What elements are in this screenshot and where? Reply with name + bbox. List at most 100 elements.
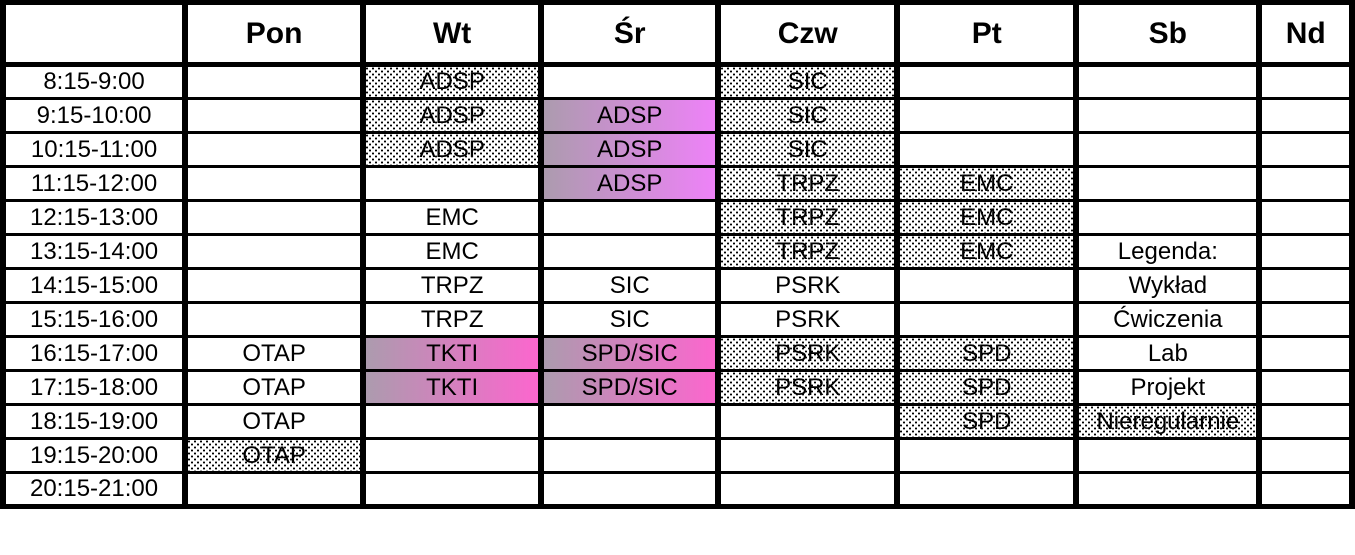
cell-nd-0 <box>1256 63 1355 100</box>
cell-nd-5 <box>1256 233 1355 270</box>
cell-pon-9: OTAP <box>182 369 367 406</box>
cell-pon-8: OTAP <box>182 335 367 372</box>
schedule-row: 18:15-19:00 OTAP SPD Nieregularnie <box>0 403 1355 440</box>
schedule-row: 10:15-11:00 ADSP ADSP SIC <box>0 131 1355 168</box>
day-header-sb: Sb <box>1073 1 1263 67</box>
cell-pt-0 <box>894 63 1080 100</box>
day-header-czw: Czw <box>715 1 901 67</box>
cell-czw-10 <box>715 403 901 440</box>
cell-czw-7: PSRK <box>715 301 901 338</box>
day-header-wt: Wt <box>360 1 545 67</box>
schedule-row: 11:15-12:00 ADSP TRPZ EMC <box>0 165 1355 202</box>
cell-czw-9: PSRK <box>715 369 901 406</box>
cell-pon-6 <box>182 267 367 304</box>
cell-sb-11 <box>1073 437 1263 474</box>
day-header-pon: Pon <box>182 1 367 67</box>
cell-wt-0: ADSP <box>360 63 545 100</box>
cell-nd-6 <box>1256 267 1355 304</box>
legend-lab: Lab <box>1073 335 1263 372</box>
cell-pt-12 <box>894 471 1080 508</box>
time-label: 19:15-20:00 <box>0 437 189 474</box>
cell-pt-6 <box>894 267 1080 304</box>
cell-wt-10 <box>360 403 545 440</box>
cell-pt-9: SPD <box>894 369 1080 406</box>
cell-pt-4: EMC <box>894 199 1080 236</box>
legend-title: Legenda: <box>1073 233 1263 270</box>
legend-wyklad: Wykład <box>1073 267 1263 304</box>
cell-czw-8: PSRK <box>715 335 901 372</box>
cell-czw-6: PSRK <box>715 267 901 304</box>
cell-sr-1: ADSP <box>538 97 722 134</box>
cell-pt-5: EMC <box>894 233 1080 270</box>
time-label: 15:15-16:00 <box>0 301 189 338</box>
cell-wt-5: EMC <box>360 233 545 270</box>
cell-sr-9: SPD/SIC <box>538 369 722 406</box>
cell-czw-0: SIC <box>715 63 901 100</box>
cell-wt-6: TRPZ <box>360 267 545 304</box>
cell-sr-3: ADSP <box>538 165 722 202</box>
cell-nd-10 <box>1256 403 1355 440</box>
cell-pon-1 <box>182 97 367 134</box>
timetable: Pon Wt Śr Czw Pt Sb Nd 8:15-9:00 ADSP SIC 9… <box>0 0 1355 509</box>
cell-pon-7 <box>182 301 367 338</box>
cell-pon-0 <box>182 63 367 100</box>
time-label: 8:15-9:00 <box>0 63 189 100</box>
schedule-row: 13:15-14:00 EMC TRPZ EMC Legenda: <box>0 233 1355 270</box>
cell-czw-3: TRPZ <box>715 165 901 202</box>
cell-czw-12 <box>715 471 901 508</box>
cell-nd-1 <box>1256 97 1355 134</box>
day-header-nd: Nd <box>1256 1 1355 67</box>
cell-sb-3 <box>1073 165 1263 202</box>
cell-pt-2 <box>894 131 1080 168</box>
cell-pon-2 <box>182 131 367 168</box>
legend-nieregularnie: Nieregularnie <box>1073 403 1263 440</box>
cell-nd-3 <box>1256 165 1355 202</box>
schedule-row: 8:15-9:00 ADSP SIC <box>0 63 1355 100</box>
cell-wt-12 <box>360 471 545 508</box>
schedule-row: 20:15-21:00 <box>0 471 1355 508</box>
cell-nd-7 <box>1256 301 1355 338</box>
schedule-row: 12:15-13:00 EMC TRPZ EMC <box>0 199 1355 236</box>
cell-sb-0 <box>1073 63 1263 100</box>
cell-wt-2: ADSP <box>360 131 545 168</box>
cell-sb-4 <box>1073 199 1263 236</box>
legend-cwiczenia: Ćwiczenia <box>1073 301 1263 338</box>
time-label: 14:15-15:00 <box>0 267 189 304</box>
cell-pt-3: EMC <box>894 165 1080 202</box>
cell-pt-7 <box>894 301 1080 338</box>
schedule-row: 14:15-15:00 TRPZ SIC PSRK Wykład <box>0 267 1355 304</box>
cell-sb-12 <box>1073 471 1263 508</box>
schedule-body: 8:15-9:00 ADSP SIC 9:15-10:00 ADSP ADSP SIC 10:… <box>0 63 1355 508</box>
cell-sr-11 <box>538 437 722 474</box>
schedule-row: 19:15-20:00 OTAP <box>0 437 1355 474</box>
time-label: 12:15-13:00 <box>0 199 189 236</box>
cell-pon-12 <box>182 471 367 508</box>
time-label: 20:15-21:00 <box>0 471 189 508</box>
time-label: 13:15-14:00 <box>0 233 189 270</box>
cell-nd-11 <box>1256 437 1355 474</box>
cell-wt-9: TKTI <box>360 369 545 406</box>
schedule-row: 15:15-16:00 TRPZ SIC PSRK Ćwiczenia <box>0 301 1355 338</box>
cell-pon-4 <box>182 199 367 236</box>
cell-czw-11 <box>715 437 901 474</box>
cell-sr-10 <box>538 403 722 440</box>
cell-pt-11 <box>894 437 1080 474</box>
cell-czw-2: SIC <box>715 131 901 168</box>
cell-sb-1 <box>1073 97 1263 134</box>
cell-nd-4 <box>1256 199 1355 236</box>
cell-wt-8: TKTI <box>360 335 545 372</box>
cell-czw-5: TRPZ <box>715 233 901 270</box>
cell-sr-4 <box>538 199 722 236</box>
cell-nd-9 <box>1256 369 1355 406</box>
cell-sr-7: SIC <box>538 301 722 338</box>
cell-wt-7: TRPZ <box>360 301 545 338</box>
time-label: 18:15-19:00 <box>0 403 189 440</box>
cell-sb-2 <box>1073 131 1263 168</box>
cell-pon-5 <box>182 233 367 270</box>
cell-wt-3 <box>360 165 545 202</box>
cell-wt-4: EMC <box>360 199 545 236</box>
cell-sr-8: SPD/SIC <box>538 335 722 372</box>
schedule-row: 9:15-10:00 ADSP ADSP SIC <box>0 97 1355 134</box>
cell-pon-10: OTAP <box>182 403 367 440</box>
cell-pt-10: SPD <box>894 403 1080 440</box>
